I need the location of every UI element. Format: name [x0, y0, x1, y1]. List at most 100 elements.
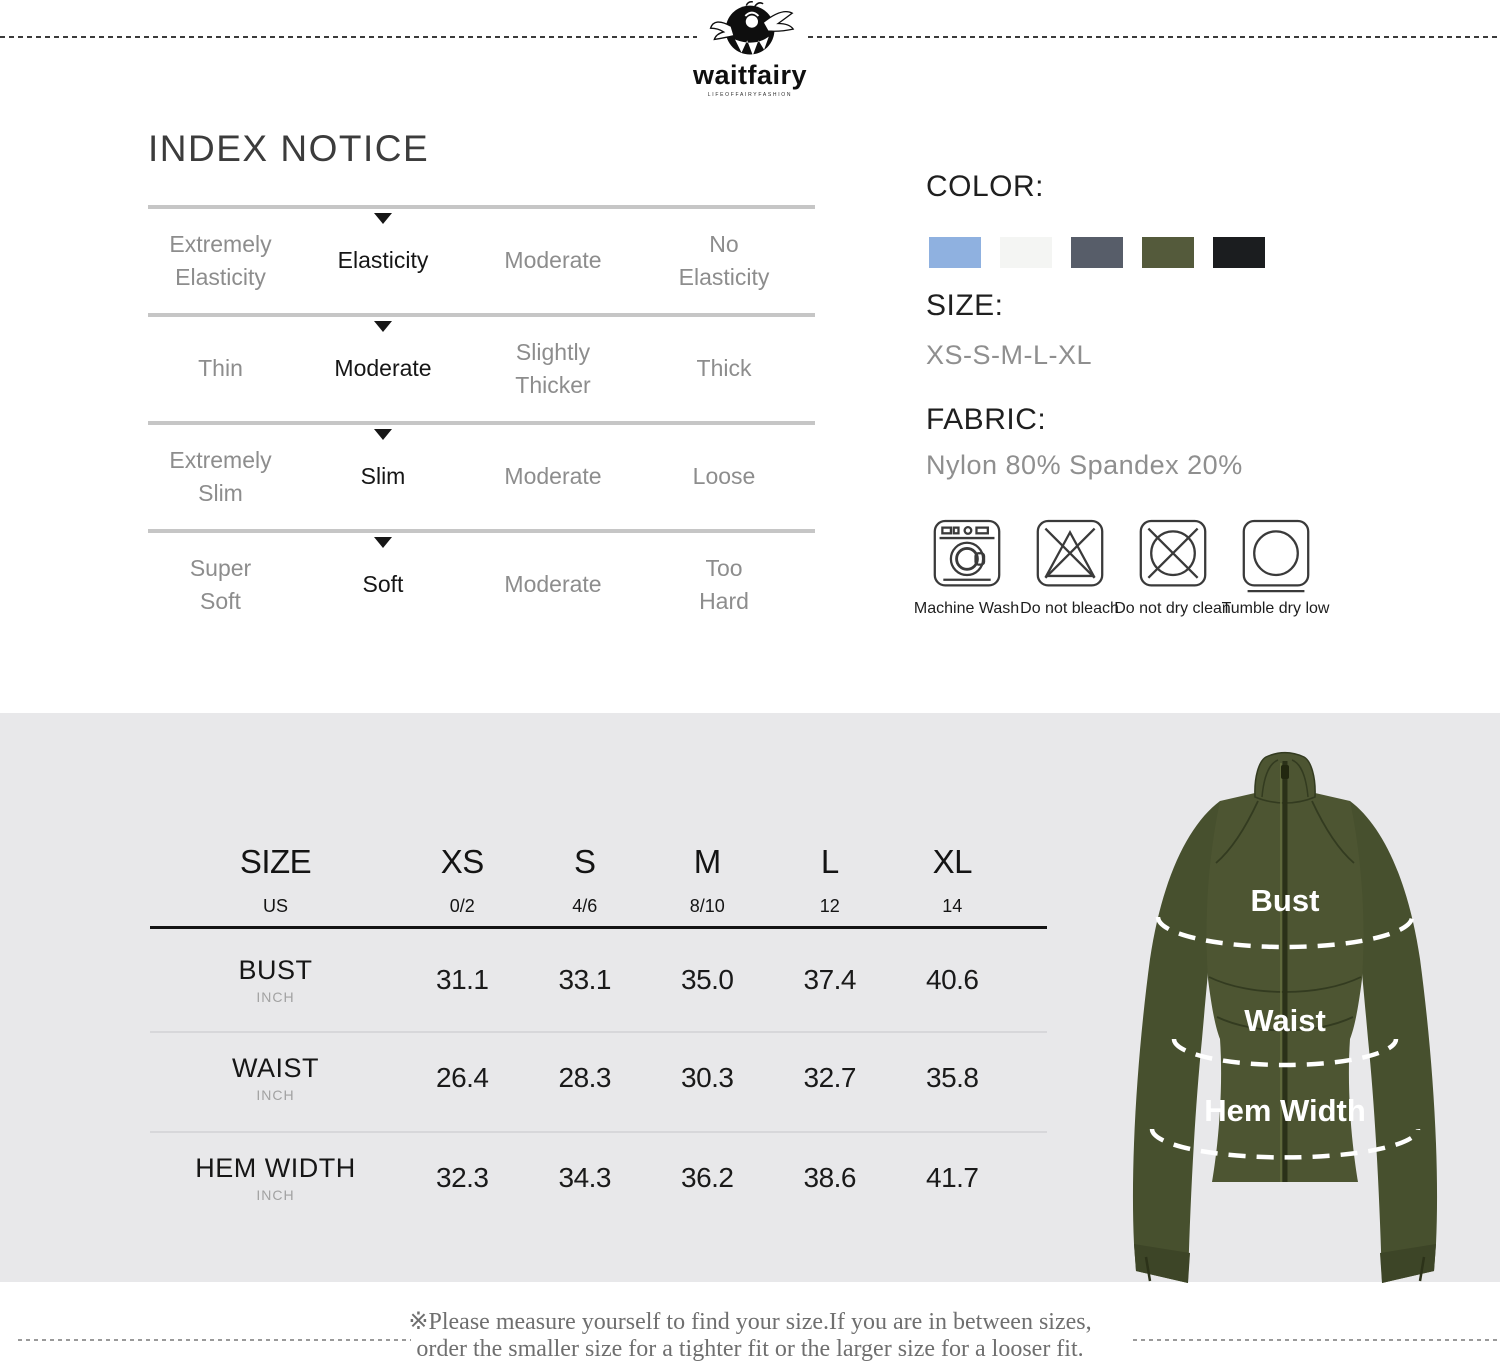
- option-label: Moderate: [504, 463, 602, 490]
- footer-dashed-divider-left: [18, 1339, 411, 1341]
- footer-dashed-divider-right: [1133, 1339, 1500, 1341]
- cell-value: 31.1: [436, 964, 489, 995]
- table-row-bust: BUST INCH 31.1 33.1 35.0 37.4 40.6: [150, 945, 1016, 1015]
- option-label-selected: Elasticity: [337, 247, 429, 274]
- care-item: Do not bleach: [1020, 516, 1119, 618]
- row-unit: INCH: [256, 1087, 295, 1103]
- column-subheader: 4/6: [572, 896, 598, 916]
- fabric-value: Nylon 80% Spandex 20%: [926, 450, 1243, 480]
- column-subheader: US: [262, 896, 288, 916]
- table-header-rule: [150, 926, 1047, 929]
- care-label: Do not bleach: [1020, 600, 1119, 617]
- column-header: S: [573, 843, 596, 880]
- jacket-illustration: Bust Waist Hem Width: [1132, 751, 1438, 1283]
- care-label: Machine Wash: [913, 600, 1020, 617]
- color-swatch-black: [1213, 237, 1265, 268]
- cell-value: 33.1: [558, 964, 612, 995]
- selection-marker-triangle-icon: [374, 429, 392, 440]
- fairy-logo-icon: [709, 0, 795, 56]
- row-unit: INCH: [256, 989, 295, 1005]
- care-item: Tumble dry low: [1222, 516, 1329, 618]
- option-label: Extremely Elasticity: [169, 230, 272, 290]
- size-heading: SIZE:: [926, 289, 1004, 322]
- scale-line: [148, 313, 815, 317]
- scale-line: [148, 205, 815, 209]
- tumble-dry-low-icon: [1242, 519, 1309, 593]
- brand-name: waitfairy: [692, 60, 808, 90]
- option-label-selected: Soft: [362, 571, 404, 598]
- row-divider: [150, 1131, 1047, 1133]
- footnote-line-2: order the smaller size for a tighter fit…: [416, 1336, 1084, 1362]
- column-header: XL: [932, 843, 973, 880]
- row-label: BUST: [238, 955, 313, 985]
- selection-marker-triangle-icon: [374, 321, 392, 332]
- brand-logo: waitfairy LIFEOFFAIRYFASHION: [688, 0, 812, 98]
- column-subheader: 0/2: [449, 896, 475, 916]
- cell-value: 32.3: [436, 1162, 489, 1193]
- sizing-footnote: ※Please measure yourself to find your si…: [0, 1309, 1500, 1362]
- cell-value: 40.6: [926, 964, 979, 995]
- column-header: L: [820, 843, 839, 880]
- option-label: Thick: [696, 355, 752, 382]
- cell-value: 35.8: [926, 1062, 979, 1093]
- care-label: Tumble dry low: [1221, 600, 1330, 617]
- cell-value: 35.0: [681, 964, 734, 995]
- cell-value: 37.4: [803, 964, 857, 995]
- scale-line: [148, 529, 815, 533]
- cell-value: 26.4: [436, 1062, 489, 1093]
- table-row-hem-width: HEM WIDTH INCH 32.3 34.3 36.2 38.6 41.7: [150, 1143, 1016, 1213]
- column-subheader: 14: [942, 896, 963, 916]
- index-notice-table: Extremely Elasticity Elasticity Moderate…: [148, 205, 815, 637]
- option-label: Slightly Thicker: [515, 338, 591, 398]
- do-not-dry-clean-icon: [1139, 519, 1206, 587]
- color-swatch-blue: [929, 237, 981, 268]
- header-dashed-divider-left: [0, 36, 697, 38]
- option-label: Too Hard: [699, 554, 749, 614]
- option-label: Moderate: [504, 247, 602, 274]
- cell-value: 32.7: [803, 1062, 857, 1093]
- cell-value: 30.3: [681, 1062, 734, 1093]
- cell-value: 36.2: [681, 1162, 734, 1193]
- cell-value: 41.7: [926, 1162, 979, 1193]
- option-label-selected: Slim: [360, 463, 406, 490]
- bust-measure-label: Bust: [1251, 883, 1320, 918]
- care-item: Machine Wash: [914, 516, 1019, 618]
- care-instructions: Machine Wash Do not bleach Do not dry cl…: [914, 516, 1329, 618]
- column-header: XS: [440, 843, 485, 880]
- column-header: M: [693, 843, 721, 880]
- row-label: HEM WIDTH: [195, 1153, 356, 1183]
- machine-wash-icon: [933, 519, 1000, 587]
- index-notice-title: INDEX NOTICE: [148, 128, 430, 169]
- option-label: Loose: [692, 463, 756, 490]
- option-label: Super Soft: [189, 554, 252, 614]
- index-row-thickness: Thin Moderate Slightly Thicker Thick: [148, 313, 815, 421]
- option-label-selected: Moderate: [334, 355, 432, 382]
- index-row-softness: Super Soft Soft Moderate Too Hard: [148, 529, 815, 637]
- column-header: SIZE: [239, 843, 312, 880]
- scale-line: [148, 421, 815, 425]
- size-values: XS-S-M-L-XL: [926, 340, 1093, 370]
- option-label: No Elasticity: [678, 230, 770, 290]
- selection-marker-triangle-icon: [374, 213, 392, 224]
- column-subheader: 8/10: [689, 896, 725, 916]
- do-not-bleach-icon: [1036, 519, 1103, 587]
- index-row-elasticity: Extremely Elasticity Elasticity Moderate…: [148, 205, 815, 313]
- footnote-line-1: ※Please measure yourself to find your si…: [408, 1309, 1092, 1335]
- brand-tagline: LIFEOFFAIRYFASHION: [707, 92, 793, 98]
- color-swatch-olive: [1142, 237, 1194, 268]
- color-swatch-gray: [1071, 237, 1123, 268]
- color-heading: COLOR:: [926, 170, 1045, 203]
- cell-value: 38.6: [803, 1162, 857, 1193]
- option-label: Moderate: [504, 571, 602, 598]
- row-divider: [150, 1031, 1047, 1033]
- waist-measure-label: Waist: [1244, 1003, 1326, 1038]
- color-swatch-white: [1000, 237, 1052, 268]
- hem-width-measure-label: Hem Width: [1204, 1093, 1366, 1128]
- color-swatches: [929, 237, 1265, 268]
- cell-value: 28.3: [558, 1062, 612, 1093]
- selection-marker-triangle-icon: [374, 537, 392, 548]
- header-dashed-divider-right: [808, 36, 1500, 38]
- index-row-fit: Extremely Slim Slim Moderate Loose: [148, 421, 815, 529]
- row-label: WAIST: [232, 1053, 319, 1083]
